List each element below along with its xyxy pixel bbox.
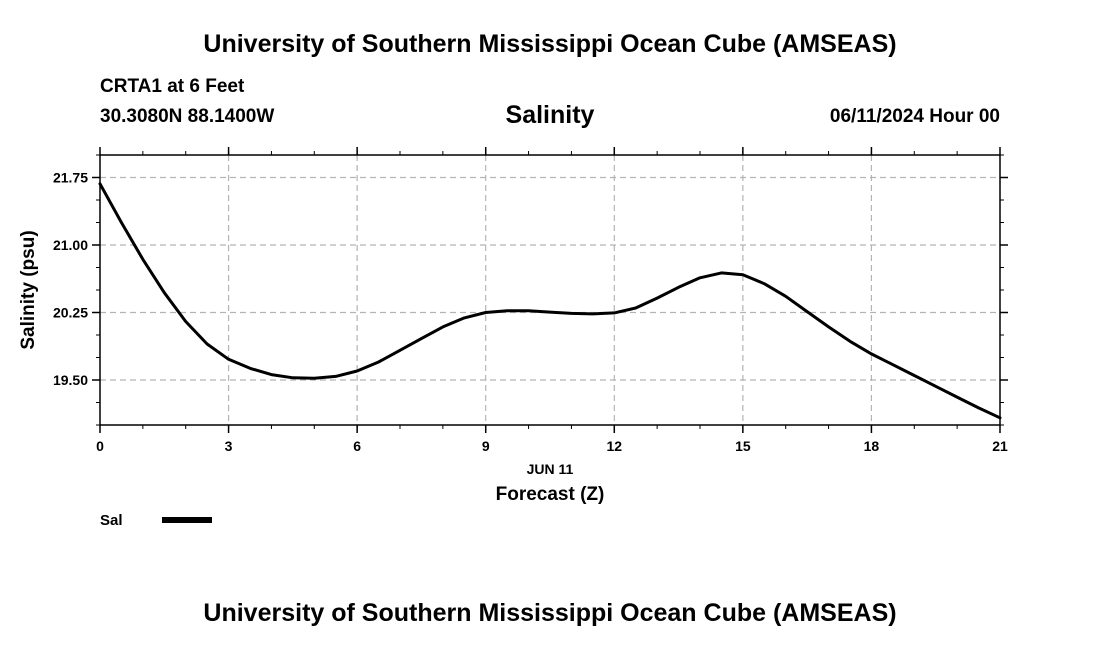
datetime-label: 06/11/2024 Hour 00 (829, 106, 1000, 127)
chart-title: Salinity (505, 101, 595, 129)
bottom-title: University of Southern Mississippi Ocean… (203, 599, 897, 627)
top-title: University of Southern Mississippi Ocean… (203, 30, 897, 58)
x-tick-label: 12 (606, 438, 622, 454)
y-tick-label: 21.00 (53, 237, 88, 253)
plot-frame (99, 154, 1001, 426)
y-tick-label: 20.25 (53, 305, 88, 321)
coordinates-label: 30.3080N 88.1400W (100, 106, 275, 127)
y-tick-label: 21.75 (53, 170, 88, 186)
x-axis-label: Forecast (Z) (496, 484, 605, 505)
x-tick-label: 21 (992, 438, 1008, 454)
x-tick-label: 9 (482, 438, 490, 454)
x-tick-label: 3 (225, 438, 233, 454)
x-tick-label: 18 (864, 438, 880, 454)
y-axis-label: Salinity (psu) (18, 230, 39, 349)
x-tick-label: 0 (96, 438, 104, 454)
y-tick-label: 19.50 (53, 372, 88, 388)
date-label: JUN 11 (527, 461, 574, 477)
series-line-sal (98, 182, 1002, 420)
x-tick-label: 15 (735, 438, 751, 454)
x-tick-label: 6 (353, 438, 361, 454)
legend-label: Sal (100, 512, 123, 529)
station-label: CRTA1 at 6 Feet (100, 76, 245, 97)
